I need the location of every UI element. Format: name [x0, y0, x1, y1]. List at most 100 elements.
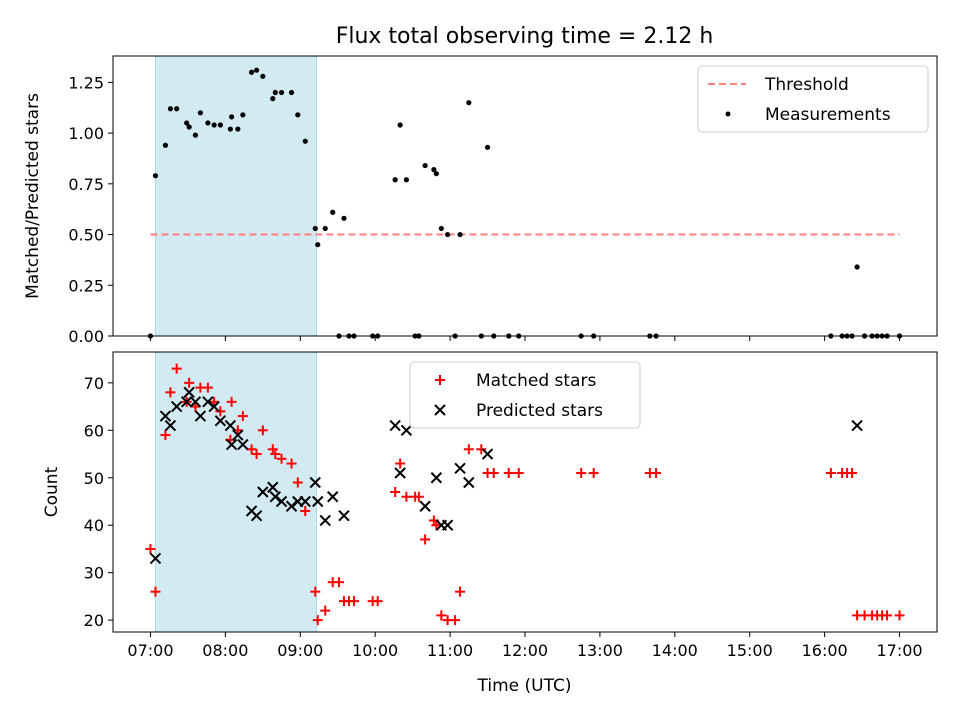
measurement-point [197, 110, 203, 116]
x-tick-label: 09:00 [277, 641, 323, 660]
matched-stars-point [420, 534, 431, 545]
measurement-point [466, 100, 472, 106]
measurement-point [272, 89, 278, 96]
ratio-legend-box [697, 65, 929, 133]
measurement-point [322, 225, 328, 232]
matched-stars-point [651, 468, 662, 479]
ratio-y-tick-label: 0.75 [68, 175, 104, 194]
predicted-stars-point-b [232, 429, 244, 441]
predicted-stars-point-b [338, 510, 350, 522]
legend-predicted-swatch [434, 404, 446, 416]
measurement-point [295, 112, 301, 118]
count-y-axis-label: Count [42, 466, 62, 517]
predicted-stars-point-b [312, 495, 324, 508]
ratio-panel: 0.00 0.25 0.50 0.75 1.00 1.25 Matched/Predict… [23, 55, 938, 346]
matched-stars-point [395, 458, 406, 469]
predicted-stars-point-b [319, 514, 331, 527]
measurement-point [235, 126, 241, 132]
matched-stars-point [476, 444, 487, 455]
matched-stars-point [503, 468, 514, 479]
predicted-stars-point-b [224, 419, 237, 432]
predicted-stars-point [312, 495, 324, 508]
matched-stars-point [292, 477, 303, 488]
count-y-tick-label: 30 [84, 564, 104, 583]
matched-stars-point [160, 430, 171, 441]
x-tick-label: 08:00 [202, 641, 248, 660]
predicted-stars-point-b [149, 552, 162, 565]
measurement-point [211, 122, 217, 128]
measurement-point [217, 122, 223, 128]
count-y-tick-label: 60 [84, 421, 104, 440]
measurement-point [229, 114, 235, 120]
predicted-stars-point-b [202, 396, 214, 408]
measurement-point [260, 73, 266, 79]
measurement-point [167, 106, 174, 112]
matched-stars-point [184, 377, 195, 388]
matched-stars-point [576, 468, 587, 479]
x-tick-label: 12:00 [502, 641, 548, 660]
predicted-stars-point [419, 500, 431, 512]
measurement-point [192, 132, 198, 138]
count-legend-box [409, 361, 641, 429]
predicted-stars-point-b [214, 415, 227, 427]
matched-stars-point [333, 577, 344, 588]
ratio-legend: Threshold Measurements [697, 65, 929, 133]
measurement-point [240, 112, 246, 118]
predicted-stars-point [224, 419, 237, 432]
matched-stars-point [348, 596, 359, 607]
measurement-point [431, 167, 437, 173]
predicted-stars-point-b [159, 410, 172, 422]
ratio-observing-window [154, 55, 318, 337]
x-axis-label: Time (UTC) [477, 676, 572, 696]
predicted-stars-point [309, 476, 321, 489]
measurement-point [392, 177, 398, 183]
legend-matched-label: Matched stars [476, 371, 596, 391]
x-tick-label: 11:00 [427, 641, 473, 660]
matched-stars-point [463, 444, 474, 455]
count-panel: 20 30 40 50 60 70 07:00 08:00 09:00 10:00 11:00 12:… [42, 351, 938, 696]
matched-stars-point [431, 520, 442, 531]
count-legend: Matched stars Predicted stars [409, 361, 641, 429]
measurement-point [457, 231, 463, 238]
predicted-stars-point [170, 400, 183, 413]
x-tick-label: 15:00 [727, 641, 773, 660]
ratio-y-tick-label: 0.25 [68, 276, 104, 295]
ratio-y-tick-label: 1.25 [68, 73, 104, 92]
predicted-stars-point-b [208, 400, 220, 413]
predicted-stars-point [299, 495, 311, 508]
matched-stars-point [202, 382, 213, 393]
predicted-stars-point [481, 448, 494, 460]
predicted-stars-point-b [327, 491, 339, 503]
matched-stars-point [276, 453, 287, 464]
predicted-stars-point [430, 472, 443, 484]
measurement-point [278, 89, 285, 96]
ratio-y-tick-label: 1.00 [68, 124, 104, 143]
measurement-point [270, 96, 276, 102]
matched-stars-point [300, 505, 311, 516]
measurement-point [397, 122, 403, 128]
predicted-stars-point-b [225, 438, 238, 451]
measurement-point [312, 225, 318, 232]
measurement-point [341, 215, 347, 221]
predicted-stars-point [400, 424, 413, 437]
legend-predicted-cross-b [434, 404, 446, 416]
matched-stars-point [215, 406, 226, 417]
ratio-y-tick-label: 0.50 [68, 226, 104, 245]
matched-stars-point [150, 586, 161, 597]
predicted-stars-point-b [430, 472, 443, 484]
matched-stars-point [251, 449, 262, 460]
predicted-stars-point [319, 514, 331, 527]
matched-stars-point [488, 468, 499, 479]
predicted-stars-point-b [481, 448, 494, 460]
predicted-stars-point [285, 500, 298, 512]
measurement-point [433, 171, 439, 177]
measurement-point [484, 144, 491, 150]
measurement-point [422, 162, 428, 169]
x-tick-label: 16:00 [802, 641, 848, 660]
matched-stars-point [145, 543, 156, 554]
measurement-point [227, 126, 233, 132]
predicted-stars-point [463, 476, 475, 489]
legend-threshold-label: Threshold [764, 75, 849, 95]
predicted-stars-point [275, 495, 288, 508]
